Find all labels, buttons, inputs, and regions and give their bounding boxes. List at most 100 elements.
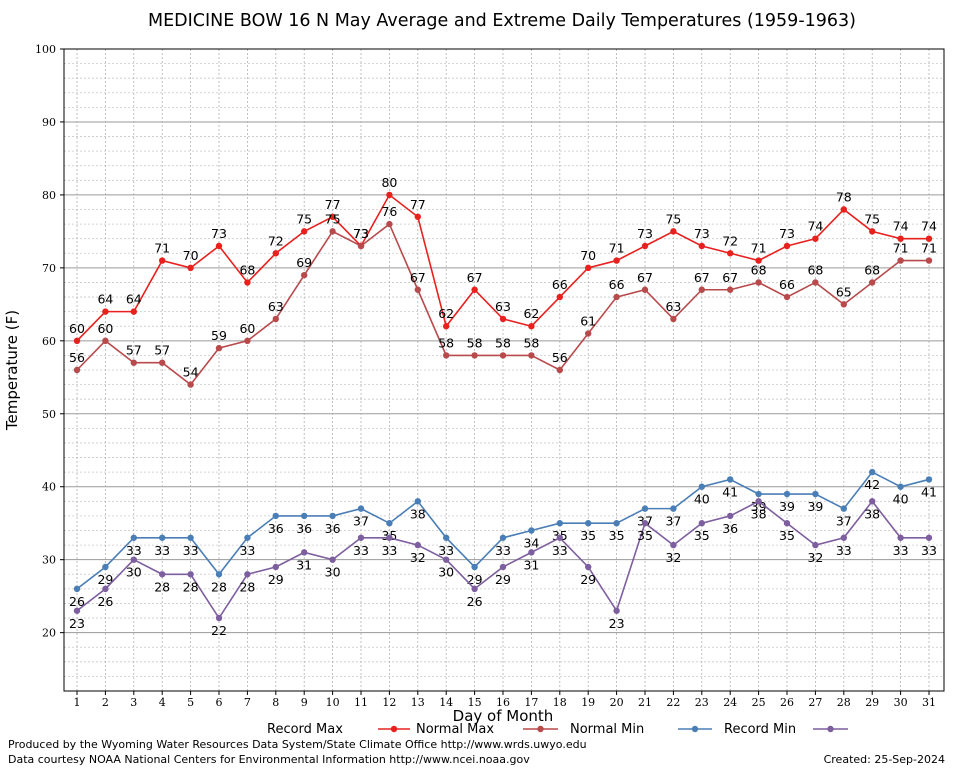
data-point-record-max <box>698 242 705 250</box>
x-tick-label: 15 <box>468 696 482 709</box>
data-point-normal-min <box>215 571 223 578</box>
data-point-normal-min <box>840 505 847 512</box>
x-tick-label: 22 <box>666 696 680 709</box>
data-point-normal-max <box>102 337 109 345</box>
data-point-record-min <box>414 541 421 549</box>
data-point-record-min <box>698 520 705 527</box>
data-label-record-max: 73 <box>353 226 369 241</box>
data-point-record-max <box>499 315 507 323</box>
data-label-normal-min: 41 <box>722 484 738 499</box>
data-label-record-max: 80 <box>381 175 397 190</box>
data-label-record-min: 29 <box>580 572 596 587</box>
data-point-normal-max <box>641 286 649 293</box>
data-point-normal-max <box>556 366 563 374</box>
data-point-normal-max <box>727 286 734 293</box>
legend-marker-record-min <box>827 725 834 733</box>
data-point-normal-min <box>670 505 677 512</box>
data-label-normal-max: 67 <box>637 270 653 285</box>
data-point-normal-max <box>670 315 677 323</box>
data-label-normal-max: 58 <box>523 335 539 350</box>
data-label-record-max: 74 <box>807 219 823 234</box>
data-label-normal-min: 26 <box>69 594 85 609</box>
data-point-record-min <box>130 556 137 563</box>
data-point-record-max <box>244 279 251 286</box>
series-record-min: 23 26 30 28 28 22 28 29 31 30 33 33 32 30 26 29 31 33 29 23… <box>69 498 937 638</box>
data-label-normal-max: 60 <box>97 321 113 336</box>
data-label-record-min: 36 <box>722 521 738 536</box>
data-label-normal-max: 71 <box>921 241 937 256</box>
data-point-normal-min <box>499 534 507 541</box>
data-point-record-min <box>386 534 393 541</box>
y-tick-label: 90 <box>42 116 56 129</box>
data-label-normal-min: 33 <box>183 543 199 558</box>
data-point-normal-max <box>812 279 819 286</box>
data-point-record-max <box>301 228 308 235</box>
x-tick-label: 19 <box>581 696 595 709</box>
data-point-normal-min <box>301 512 308 520</box>
data-label-record-max: 62 <box>523 306 539 321</box>
data-label-record-max: 73 <box>211 226 227 241</box>
data-label-normal-max: 63 <box>268 299 284 314</box>
data-point-normal-max <box>272 315 279 323</box>
data-point-record-min <box>357 534 365 541</box>
data-point-record-max <box>329 213 336 220</box>
data-point-normal-max <box>386 220 393 228</box>
chart-title: MEDICINE BOW 16 N May Average and Extrem… <box>148 11 856 31</box>
data-label-record-min: 35 <box>637 528 653 543</box>
x-tick-label: 28 <box>837 696 851 709</box>
data-point-normal-min <box>159 534 166 541</box>
data-label-record-min: 30 <box>325 565 341 580</box>
data-label-record-max: 75 <box>296 211 312 226</box>
data-label-normal-max: 73 <box>353 226 369 241</box>
data-point-record-min <box>528 549 535 556</box>
data-label-record-min: 38 <box>751 506 767 521</box>
data-label-normal-min: 38 <box>410 506 426 521</box>
footer-produced-by: Produced by the Wyoming Water Resources … <box>8 738 587 751</box>
data-point-record-max <box>528 323 535 330</box>
data-label-normal-max: 58 <box>495 335 511 350</box>
data-point-normal-max <box>471 352 478 359</box>
data-label-record-min: 26 <box>467 594 483 609</box>
data-point-normal-max <box>130 359 137 366</box>
data-label-normal-min: 33 <box>154 543 170 558</box>
x-tick-label: 21 <box>638 696 652 709</box>
data-point-record-min <box>783 520 791 527</box>
x-tick-label: 20 <box>610 696 624 709</box>
data-point-record-min <box>73 607 81 614</box>
x-tick-label: 24 <box>723 696 737 709</box>
data-label-normal-max: 69 <box>296 255 312 270</box>
data-point-normal-min <box>386 520 393 527</box>
data-label-record-max: 77 <box>410 197 426 212</box>
data-label-record-max: 67 <box>467 270 483 285</box>
data-point-normal-max <box>301 271 308 279</box>
data-label-record-min: 30 <box>438 565 454 580</box>
data-point-record-max <box>670 228 677 235</box>
data-point-normal-max <box>897 257 904 264</box>
data-label-normal-max: 68 <box>864 262 880 277</box>
data-point-record-min <box>840 534 847 541</box>
data-point-normal-min <box>641 505 649 512</box>
data-label-record-min: 33 <box>921 543 937 558</box>
x-tick-label: 30 <box>894 696 908 709</box>
data-label-record-max: 73 <box>694 226 710 241</box>
data-point-normal-max <box>925 257 933 264</box>
data-point-record-min <box>897 534 904 541</box>
data-label-record-min: 30 <box>126 565 142 580</box>
footer-created-date: Created: 25-Sep-2024 <box>824 753 945 766</box>
data-label-record-max: 75 <box>665 211 681 226</box>
data-label-normal-min: 36 <box>325 521 341 536</box>
x-tick-label: 2 <box>102 696 109 709</box>
data-point-record-min <box>159 571 166 578</box>
data-point-normal-max <box>869 279 876 286</box>
footer-data-courtesy: Data courtesy NOAA National Centers for … <box>8 753 530 766</box>
data-point-normal-max <box>414 286 421 293</box>
data-point-record-max <box>840 206 847 213</box>
x-tick-label: 14 <box>439 696 453 709</box>
data-label-normal-max: 68 <box>807 262 823 277</box>
x-tick-label: 3 <box>130 696 137 709</box>
x-tick-label: 1 <box>74 696 81 709</box>
data-label-normal-max: 58 <box>467 335 483 350</box>
data-label-record-min: 22 <box>211 623 227 638</box>
data-label-record-min: 33 <box>381 543 397 558</box>
data-label-record-min: 29 <box>268 572 284 587</box>
